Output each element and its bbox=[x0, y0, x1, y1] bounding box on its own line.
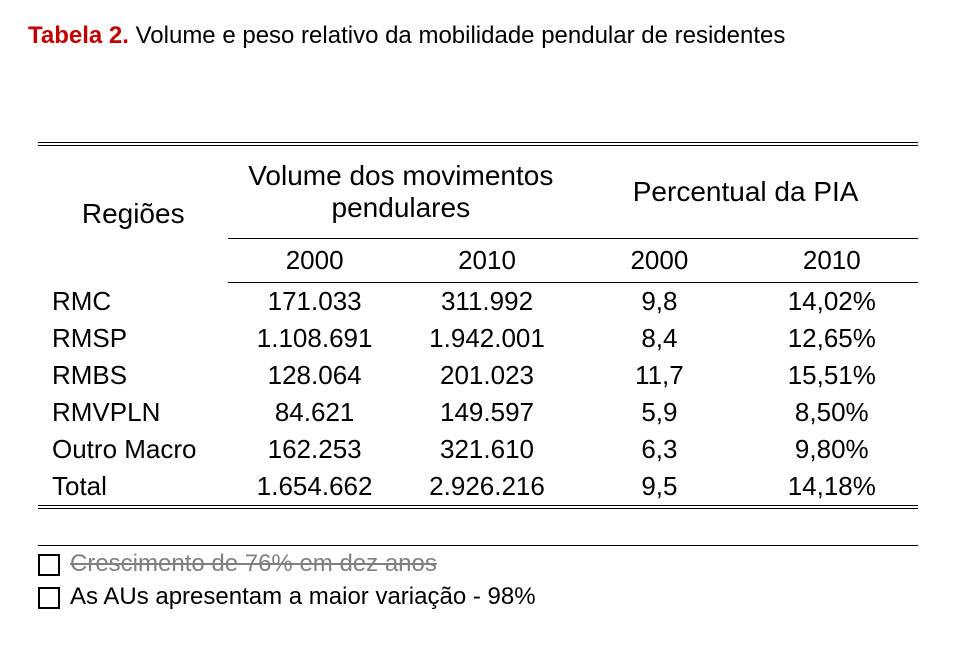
table-container: Regiões Volume dos movimentos pendulares… bbox=[38, 106, 918, 546]
checkbox-icon bbox=[38, 587, 60, 609]
table-row bbox=[38, 106, 918, 144]
caption-label: Tabela 2. bbox=[28, 22, 129, 49]
list-item: As AUs apresentam a maior variação - 98% bbox=[38, 581, 932, 613]
region-cell: Total bbox=[38, 468, 228, 507]
table-row: Outro Macro 162.253 321.610 6,3 9,80% bbox=[38, 431, 918, 468]
value-cell: 201.023 bbox=[401, 357, 573, 394]
table-row: RMC 171.033 311.992 9,8 14,02% bbox=[38, 283, 918, 321]
notes-block: Crescimento de 76% em dez anos As AUs ap… bbox=[38, 548, 932, 613]
list-item: Crescimento de 76% em dez anos bbox=[38, 548, 932, 580]
value-cell: 149.597 bbox=[401, 394, 573, 431]
value-cell: 2.926.216 bbox=[401, 468, 573, 507]
value-cell: 9,80% bbox=[746, 431, 918, 468]
value-cell: 84.621 bbox=[228, 394, 400, 431]
column-header-year: 2000 bbox=[573, 239, 745, 283]
value-cell: 14,18% bbox=[746, 468, 918, 507]
value-cell: 1.942.001 bbox=[401, 320, 573, 357]
column-header-year: 2010 bbox=[746, 239, 918, 283]
value-cell: 8,50% bbox=[746, 394, 918, 431]
value-cell: 128.064 bbox=[228, 357, 400, 394]
region-cell: Outro Macro bbox=[38, 431, 228, 468]
value-cell: 9,8 bbox=[573, 283, 745, 321]
table-row: Total 1.654.662 2.926.216 9,5 14,18% bbox=[38, 468, 918, 507]
region-cell: RMBS bbox=[38, 357, 228, 394]
table-caption: Tabela 2. Volume e peso relativo da mobi… bbox=[28, 20, 932, 51]
data-table: Regiões Volume dos movimentos pendulares… bbox=[38, 106, 918, 546]
value-cell: 1.654.662 bbox=[228, 468, 400, 507]
value-cell: 171.033 bbox=[228, 283, 400, 321]
value-cell: 5,9 bbox=[573, 394, 745, 431]
note-text-struck: Crescimento de 76% em dez anos bbox=[70, 548, 437, 580]
value-cell: 9,5 bbox=[573, 468, 745, 507]
table-row: RMVPLN 84.621 149.597 5,9 8,50% bbox=[38, 394, 918, 431]
value-cell: 311.992 bbox=[401, 283, 573, 321]
table-row: RMBS 128.064 201.023 11,7 15,51% bbox=[38, 357, 918, 394]
value-cell: 8,4 bbox=[573, 320, 745, 357]
value-cell: 321.610 bbox=[401, 431, 573, 468]
caption-text: Volume e peso relativo da mobilidade pen… bbox=[129, 22, 785, 49]
value-cell: 6,3 bbox=[573, 431, 745, 468]
value-cell: 14,02% bbox=[746, 283, 918, 321]
table-row: RMSP 1.108.691 1.942.001 8,4 12,65% bbox=[38, 320, 918, 357]
region-cell: RMVPLN bbox=[38, 394, 228, 431]
region-cell: RMSP bbox=[38, 320, 228, 357]
column-header-year: 2010 bbox=[401, 239, 573, 283]
column-header-region: Regiões bbox=[38, 144, 228, 283]
value-cell: 1.108.691 bbox=[228, 320, 400, 357]
column-header-percent: Percentual da PIA bbox=[573, 144, 918, 239]
table-header-row: Regiões Volume dos movimentos pendulares… bbox=[38, 144, 918, 239]
note-text: As AUs apresentam a maior variação - 98% bbox=[70, 581, 536, 613]
page-root: Tabela 2. Volume e peso relativo da mobi… bbox=[0, 0, 960, 668]
value-cell: 11,7 bbox=[573, 357, 745, 394]
table-row bbox=[38, 507, 918, 546]
column-header-volume: Volume dos movimentos pendulares bbox=[228, 144, 573, 239]
value-cell: 15,51% bbox=[746, 357, 918, 394]
value-cell: 162.253 bbox=[228, 431, 400, 468]
value-cell: 12,65% bbox=[746, 320, 918, 357]
region-cell: RMC bbox=[38, 283, 228, 321]
checkbox-icon bbox=[38, 554, 60, 576]
column-header-year: 2000 bbox=[228, 239, 400, 283]
